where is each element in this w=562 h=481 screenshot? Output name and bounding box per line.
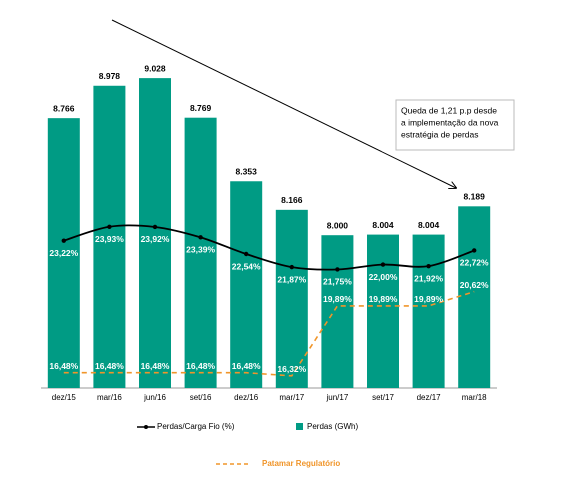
line-point xyxy=(289,264,294,270)
x-tick-label: dez/17 xyxy=(417,393,442,402)
bar-value-label: 8.189 xyxy=(464,192,486,202)
line-value-label: 22,54% xyxy=(232,261,261,271)
x-tick-label: mar/16 xyxy=(97,393,122,402)
bar xyxy=(93,85,126,388)
line-value-label: 19,89% xyxy=(323,294,352,304)
bar-value-label: 8.353 xyxy=(236,167,258,177)
legend-swatch xyxy=(144,425,148,429)
bar-value-label: 8.000 xyxy=(327,220,349,230)
bar xyxy=(275,209,308,388)
line-value-label: 23,39% xyxy=(186,245,215,255)
x-tick-label: dez/15 xyxy=(52,393,77,402)
bar-value-label: 8.004 xyxy=(372,220,394,230)
line-point xyxy=(244,251,249,257)
bar xyxy=(458,206,491,388)
line-value-label: 23,92% xyxy=(141,234,170,244)
line-value-label: 16,48% xyxy=(232,361,261,371)
bar-value-label: 8.978 xyxy=(99,71,121,81)
bar xyxy=(184,117,217,388)
legend-label: Perdas (GWh) xyxy=(307,422,358,431)
line-point xyxy=(198,235,203,240)
bar xyxy=(47,118,80,388)
bar xyxy=(230,181,263,388)
bar-value-label: 8.166 xyxy=(281,195,303,205)
x-tick-label: mar/18 xyxy=(462,393,487,402)
x-tick-label: set/16 xyxy=(190,393,212,402)
bar xyxy=(139,78,171,389)
line-point xyxy=(426,263,431,269)
bar-value-label: 9.028 xyxy=(144,63,166,73)
line-point xyxy=(107,224,112,229)
annotation-box xyxy=(395,99,515,151)
line-value-label: 16,48% xyxy=(49,361,78,371)
line-value-label: 23,93% xyxy=(95,234,124,244)
line-value-label: 22,00% xyxy=(369,272,398,282)
line-point xyxy=(335,267,340,272)
x-tick-label: jun/16 xyxy=(143,393,166,402)
line-value-label: 21,87% xyxy=(277,274,306,284)
x-tick-label: jun/17 xyxy=(326,393,349,402)
annotation: estratégia de perdas xyxy=(401,129,479,139)
line-value-label: 21,75% xyxy=(323,277,352,287)
x-tick-label: dez/16 xyxy=(234,393,259,402)
bar xyxy=(367,234,399,388)
legend-label: Patamar Regulatório xyxy=(262,459,340,468)
line-point xyxy=(61,238,66,243)
line-point xyxy=(472,248,477,253)
line-value-label: 16,32% xyxy=(277,364,306,374)
annotation: Queda de 1,21 p.p desde xyxy=(401,105,497,115)
line-point xyxy=(380,262,386,267)
annotation: a implementação da nova xyxy=(401,117,499,127)
line xyxy=(63,224,475,271)
line-value-label: 20,62% xyxy=(460,280,489,290)
bar-value-label: 8.004 xyxy=(418,220,440,230)
legend-label: Perdas/Carga Fio (%) xyxy=(157,422,235,431)
line-value-label: 16,48% xyxy=(186,361,215,371)
line-value-label: 22,72% xyxy=(460,258,489,268)
trend-arrow xyxy=(111,19,456,188)
line-value-label: 16,48% xyxy=(95,361,124,371)
bar-value-label: 8.766 xyxy=(53,103,75,113)
line-value-label: 19,89% xyxy=(414,294,443,304)
line-value-label: 19,89% xyxy=(369,294,398,304)
bar xyxy=(321,235,354,388)
x-tick-label: set/17 xyxy=(372,393,394,402)
line-value-label: 21,92% xyxy=(414,273,443,283)
line-point xyxy=(152,224,158,230)
legend-swatch xyxy=(296,423,303,430)
x-tick-label: mar/17 xyxy=(279,393,304,402)
bar-value-label: 8.769 xyxy=(190,103,212,113)
line-value-label: 23,22% xyxy=(49,248,78,258)
line-value-label: 16,48% xyxy=(141,361,170,371)
bar xyxy=(412,234,445,388)
